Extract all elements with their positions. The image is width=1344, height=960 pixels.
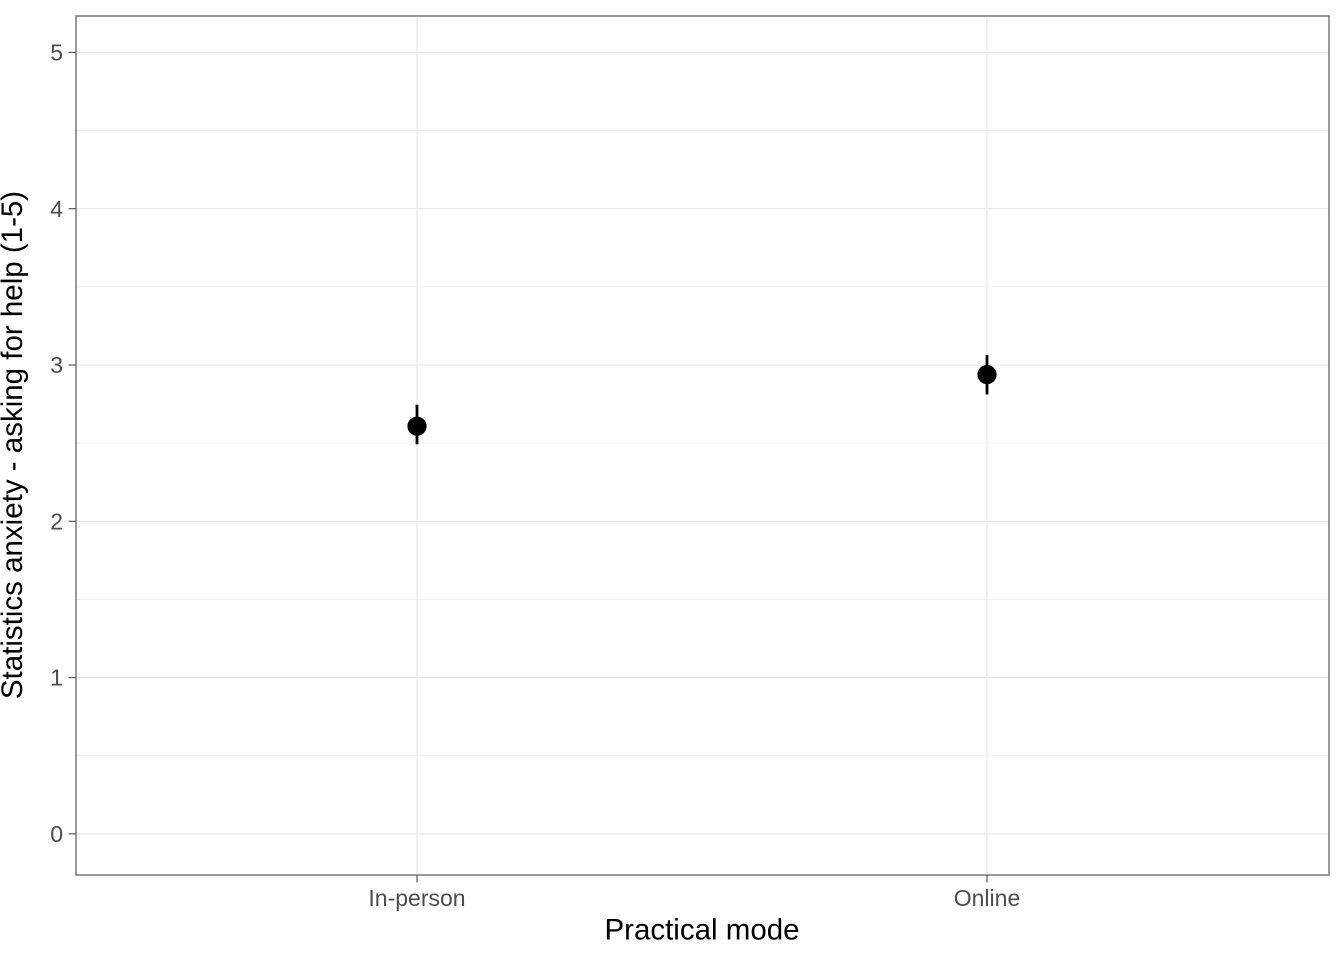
svg-text:Online: Online — [954, 885, 1020, 911]
svg-text:Statistics anxiety - asking fo: Statistics anxiety - asking for help (1-… — [0, 191, 29, 699]
svg-text:Practical mode: Practical mode — [604, 914, 799, 947]
svg-text:In-person: In-person — [368, 885, 465, 911]
svg-text:5: 5 — [50, 40, 63, 66]
svg-text:3: 3 — [50, 352, 63, 378]
svg-text:1: 1 — [50, 665, 63, 691]
svg-text:2: 2 — [50, 508, 63, 534]
svg-text:4: 4 — [50, 196, 63, 222]
svg-text:0: 0 — [50, 821, 63, 847]
